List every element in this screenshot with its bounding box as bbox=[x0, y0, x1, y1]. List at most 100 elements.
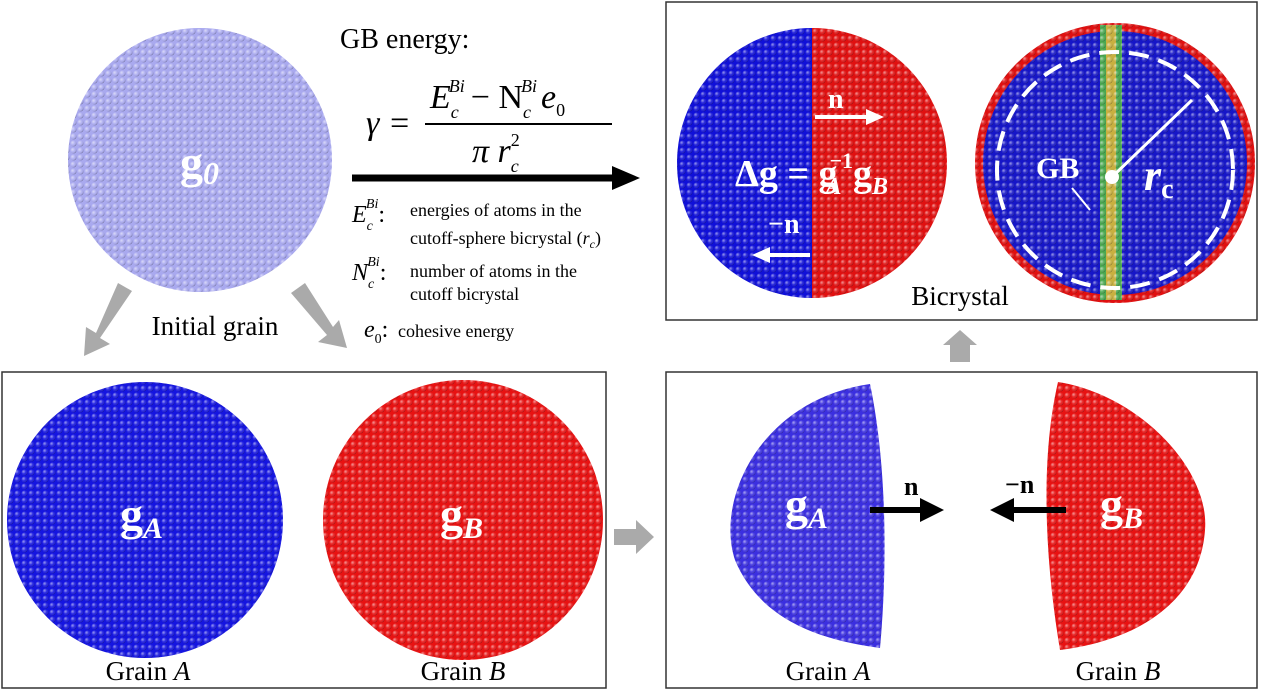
label: A bbox=[172, 656, 191, 686]
sym: g bbox=[120, 489, 143, 540]
shape bbox=[1046, 382, 1206, 650]
text: g0 bbox=[180, 137, 219, 191]
sup: Bi bbox=[449, 76, 465, 96]
colon: : bbox=[382, 317, 389, 343]
label: B bbox=[489, 656, 506, 686]
text: Δg = gA−1gB bbox=[735, 148, 888, 200]
gb-label: GB bbox=[1036, 152, 1079, 185]
sub: A bbox=[806, 502, 828, 535]
shape bbox=[7, 382, 283, 658]
shape bbox=[1, 371, 607, 689]
label: A bbox=[852, 656, 871, 686]
label: Grain bbox=[786, 656, 854, 686]
sub: c bbox=[451, 102, 459, 122]
bicrystal-panel: Δg = gA−1gB n −n GB rc Bicrystal bbox=[665, 1, 1258, 321]
sym: E bbox=[351, 202, 367, 228]
initial-grain: g0 Initial grain bbox=[68, 28, 332, 341]
sup: 2 bbox=[511, 130, 520, 150]
text: π rc 2 bbox=[472, 130, 520, 176]
sub: B bbox=[462, 512, 483, 545]
sub: c bbox=[1161, 174, 1173, 205]
sub: c bbox=[367, 219, 374, 234]
sub: c bbox=[511, 156, 519, 176]
text: ) bbox=[595, 228, 601, 249]
shape bbox=[68, 28, 332, 292]
text: number of atoms in the bbox=[410, 261, 577, 281]
shape bbox=[323, 380, 603, 660]
arrow bbox=[614, 520, 654, 554]
sub: A bbox=[823, 174, 841, 200]
definitions: Ec Bi: energies of atoms in the cutoff-sp… bbox=[351, 197, 601, 347]
sub: A bbox=[141, 512, 163, 545]
text: cutoff bicrystal bbox=[410, 284, 519, 304]
frame bbox=[665, 1, 1258, 321]
shape bbox=[665, 371, 1258, 689]
text: gA bbox=[785, 479, 828, 535]
arrow-head bbox=[612, 166, 640, 190]
sym: e bbox=[541, 79, 556, 116]
shape bbox=[752, 247, 770, 263]
title: GB energy: bbox=[340, 24, 469, 55]
sym: g bbox=[785, 479, 808, 530]
shape bbox=[995, 50, 1235, 290]
arrow bbox=[84, 283, 132, 356]
sub: 0 bbox=[556, 100, 565, 120]
sup: Bi bbox=[366, 197, 379, 212]
text: gB bbox=[440, 489, 483, 545]
sup: Bi bbox=[367, 255, 380, 270]
shape bbox=[677, 28, 947, 298]
sym: Δg = g bbox=[735, 153, 837, 195]
sym: r bbox=[1144, 151, 1162, 200]
sym: π r bbox=[472, 133, 512, 170]
shape bbox=[975, 23, 1255, 303]
sub: B bbox=[1122, 502, 1143, 535]
sub: c bbox=[523, 102, 531, 122]
text: Grain A bbox=[786, 656, 871, 686]
neg-n-label: −n bbox=[768, 209, 800, 240]
subscript: 0 bbox=[203, 155, 219, 191]
colon: : bbox=[378, 202, 385, 228]
text: Grain B bbox=[421, 656, 506, 686]
text: Nc Bi: bbox=[351, 255, 386, 292]
grains-panel: gA gB Grain A Grain B bbox=[1, 371, 607, 689]
label: Bicrystal bbox=[911, 281, 1008, 311]
text: gA bbox=[120, 489, 163, 545]
n-label: n bbox=[904, 472, 919, 501]
label: B bbox=[1144, 656, 1161, 686]
label: Grain bbox=[421, 656, 489, 686]
label: Grain bbox=[1076, 656, 1144, 686]
text: Grain B bbox=[1076, 656, 1161, 686]
sub: 0 bbox=[375, 332, 382, 347]
n-label: n bbox=[828, 84, 844, 115]
text: cohesive energy bbox=[398, 321, 514, 341]
text: energies of atoms in the bbox=[410, 200, 582, 220]
text: cutoff-sphere bicrystal ( bbox=[410, 228, 583, 249]
colon: : bbox=[380, 260, 387, 286]
halves-panel: gA gB n −n Grain A Grain B bbox=[665, 371, 1258, 689]
sub: c bbox=[368, 277, 375, 292]
sub: B bbox=[871, 174, 888, 200]
label: Grain bbox=[106, 656, 174, 686]
label: Initial grain bbox=[152, 311, 279, 341]
text: EcBi − NcBi e0 bbox=[429, 76, 565, 122]
shape bbox=[920, 498, 944, 522]
text: gB bbox=[1100, 479, 1143, 535]
text: cutoff-sphere bicrystal (rc) bbox=[410, 228, 601, 251]
sym: g bbox=[1100, 479, 1123, 530]
symbol: g bbox=[180, 137, 203, 188]
formula: GB energy: γ = EcBi − NcBi e0 π rc2 bbox=[340, 24, 640, 190]
shape bbox=[1071, 187, 1091, 211]
text: rc bbox=[1144, 151, 1174, 205]
sym: − N bbox=[471, 79, 523, 116]
shape bbox=[990, 498, 1014, 522]
text: Ec Bi: bbox=[351, 197, 385, 234]
sup: Bi bbox=[521, 76, 537, 96]
text: Grain A bbox=[106, 656, 191, 686]
sym: e bbox=[364, 317, 375, 343]
sym: g bbox=[853, 153, 872, 195]
sym: E bbox=[429, 79, 451, 116]
sym: r bbox=[583, 228, 591, 248]
arrow bbox=[943, 330, 977, 362]
